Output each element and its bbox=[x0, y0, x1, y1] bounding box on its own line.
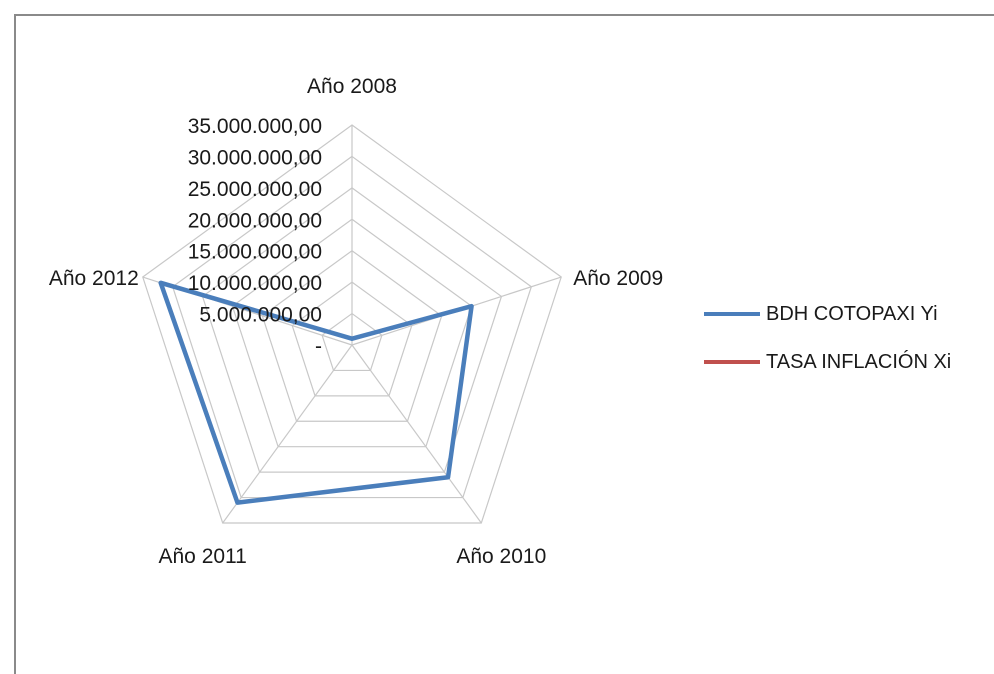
legend-label-bdh: BDH COTOPAXI Yi bbox=[766, 302, 938, 325]
category-label-3: Año 2011 bbox=[159, 545, 247, 568]
tick-label-0: - bbox=[315, 335, 322, 358]
tick-label-1: 5.000.000,00 bbox=[199, 304, 322, 327]
series-0-line bbox=[158, 280, 474, 505]
radar-series bbox=[158, 280, 474, 505]
spoke-3 bbox=[222, 344, 353, 524]
grid-ring-3 bbox=[261, 249, 443, 422]
grid-ring-7 bbox=[142, 124, 562, 524]
grid-ring-5 bbox=[201, 187, 503, 473]
grid-ring-2 bbox=[291, 281, 413, 397]
radar-grid bbox=[142, 124, 562, 524]
radar-tick-labels: - 5.000.000,00 10.000.000,00 15.000.000,00 2… bbox=[188, 115, 322, 358]
category-label-4: Año 2012 bbox=[49, 267, 139, 290]
tick-label-6: 30.000.000,00 bbox=[188, 146, 322, 169]
category-label-1: Año 2009 bbox=[573, 267, 663, 290]
category-label-2: Año 2010 bbox=[456, 545, 546, 568]
chart-frame bbox=[14, 14, 994, 674]
legend-item-bdh: BDH COTOPAXI Yi bbox=[704, 300, 951, 328]
category-label-0: Año 2008 bbox=[307, 75, 397, 98]
legend-label-inflacion: TASA INFLACIÓN Xi bbox=[766, 350, 952, 373]
legend-swatch-bdh bbox=[704, 312, 760, 316]
radar-category-labels: Año 2008 Año 2009 Año 2010 Año 2011 Año 2012 bbox=[49, 75, 663, 568]
tick-label-4: 20.000.000,00 bbox=[188, 209, 322, 232]
tick-label-7: 35.000.000,00 bbox=[188, 115, 322, 138]
spoke-2 bbox=[351, 344, 482, 524]
grid-ring-4 bbox=[231, 218, 473, 448]
grid-ring-6 bbox=[171, 155, 533, 499]
legend-item-inflacion: TASA INFLACIÓN Xi bbox=[704, 348, 951, 376]
tick-label-3: 15.000.000,00 bbox=[188, 241, 322, 264]
legend: BDH COTOPAXI Yi TASA INFLACIÓN Xi bbox=[704, 300, 951, 396]
tick-label-5: 25.000.000,00 bbox=[188, 178, 322, 201]
tick-label-2: 10.000.000,00 bbox=[188, 272, 322, 295]
legend-swatch-inflacion bbox=[704, 360, 760, 364]
